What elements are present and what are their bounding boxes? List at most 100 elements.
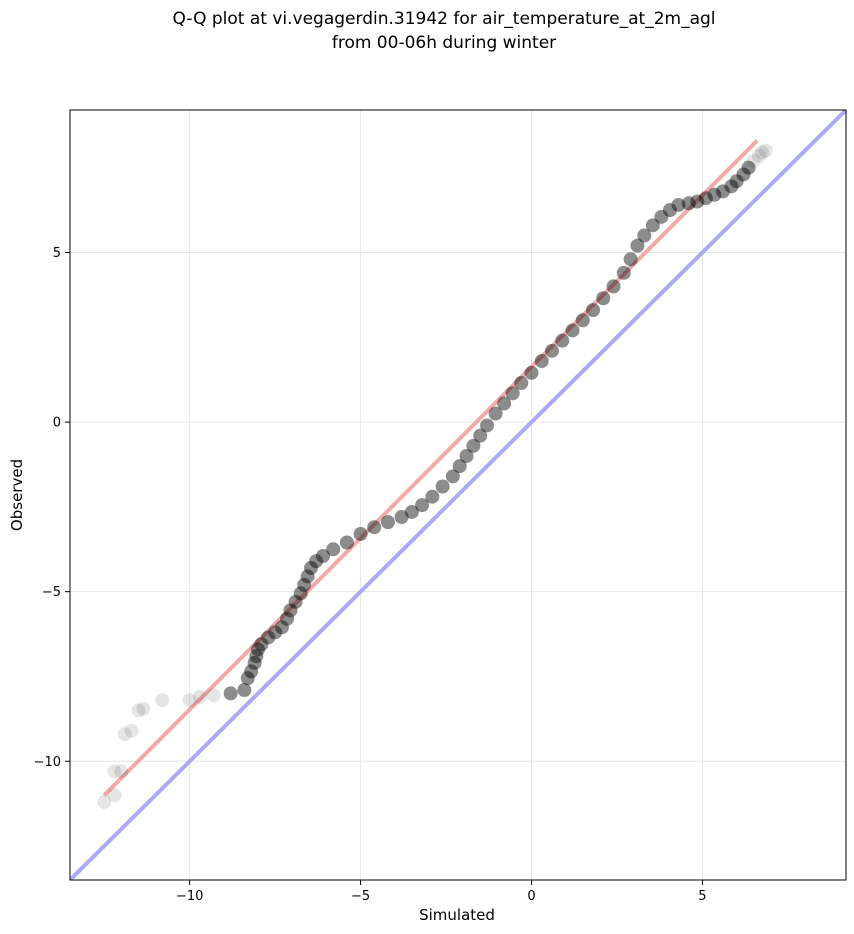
quantile-point: [404, 504, 419, 519]
quantile-point: [724, 179, 739, 194]
quantile-point: [300, 569, 315, 584]
fit-line: [102, 139, 759, 797]
quantile-point: [514, 376, 529, 391]
quantile-point: [261, 630, 276, 645]
quantile-point: [425, 489, 440, 504]
quantile-point: [237, 683, 252, 698]
quantile-point: [488, 406, 503, 421]
quantile-point: [466, 438, 481, 453]
quantile-point: [293, 586, 308, 601]
quantile-point: [367, 520, 382, 535]
quantile-point: [182, 693, 197, 708]
y-tick-label: −5: [42, 585, 61, 600]
y-tick-label: 0: [53, 416, 61, 431]
y-axis-ticks: −10 −5 0 5: [34, 246, 70, 770]
quantile-point: [596, 291, 611, 306]
quantile-point: [505, 386, 520, 401]
quantile-point: [729, 174, 744, 189]
quantile-point: [274, 620, 289, 635]
quantile-point: [136, 701, 151, 716]
quantile-point: [131, 703, 146, 718]
quantile-point: [353, 527, 368, 542]
identity-line: [70, 110, 846, 880]
quantile-point: [240, 671, 255, 686]
quantile-point: [751, 148, 766, 163]
x-axis-ticks: −10 −5 0 5: [176, 880, 707, 904]
quantile-point: [654, 209, 669, 224]
quantile-point: [117, 727, 132, 742]
quantile-point: [690, 194, 705, 209]
quantile-point: [114, 764, 129, 779]
quantile-point: [555, 333, 570, 348]
quantile-point: [445, 469, 460, 484]
quantile-point: [249, 649, 264, 664]
quantile-point: [736, 167, 751, 182]
quantile-point: [304, 560, 319, 575]
x-tick-label: −5: [351, 889, 370, 904]
quantile-point: [435, 479, 450, 494]
quantile-point: [206, 688, 221, 703]
quantile-point: [339, 535, 354, 550]
quantile-point: [645, 218, 660, 233]
chart-title: Q-Q plot at vi.vegagerdin.31942 for air_…: [172, 9, 715, 53]
quantile-point: [97, 794, 112, 809]
quantile-point: [223, 686, 238, 701]
quantile-point: [741, 160, 756, 175]
y-axis-label: Observed: [8, 459, 26, 531]
quantile-point: [315, 549, 330, 564]
series-layer: [70, 110, 846, 880]
x-tick-label: 5: [698, 889, 706, 904]
x-tick-label: −10: [176, 889, 203, 904]
quantile-point: [380, 515, 395, 530]
chart-title-line-2: from 00-06h during winter: [332, 33, 556, 53]
quantile-point: [606, 279, 621, 294]
quantile-point: [107, 788, 122, 803]
quantile-point: [623, 252, 638, 267]
quantile-point: [698, 191, 713, 206]
quantile-point: [637, 228, 652, 243]
quantile-point: [534, 354, 549, 369]
quantile-point: [707, 187, 722, 202]
quantile-point: [715, 184, 730, 199]
quantile-point: [288, 594, 303, 609]
quantile-point: [280, 611, 295, 626]
quantile-point: [662, 203, 677, 218]
quantile-point: [681, 196, 696, 211]
quantile-point: [459, 448, 474, 463]
quantile-point: [671, 197, 686, 212]
quantile-point: [415, 498, 430, 513]
quantile-point: [192, 689, 207, 704]
quantile-point: [758, 143, 773, 158]
quantile-point: [251, 642, 266, 657]
quantile-point: [480, 418, 495, 433]
chart-title-line-1: Q-Q plot at vi.vegagerdin.31942 for air_…: [172, 9, 715, 29]
y-tick-label: −10: [34, 755, 61, 770]
plot-frame: [69, 109, 847, 881]
x-tick-label: 0: [527, 889, 535, 904]
quantile-point: [309, 554, 324, 569]
quantile-point: [155, 693, 170, 708]
x-axis-label: Simulated: [419, 906, 495, 924]
quantile-point: [254, 637, 269, 652]
quantile-point: [283, 603, 298, 618]
quantile-point: [616, 265, 631, 280]
y-tick-label: 5: [53, 246, 61, 261]
grid-lines: [70, 110, 846, 880]
quantile-point: [297, 577, 312, 592]
quantile-point: [586, 303, 601, 318]
quantile-point: [755, 145, 770, 160]
quantile-point: [630, 238, 645, 253]
quantile-points: [97, 143, 773, 809]
quantile-point: [326, 542, 341, 557]
quantile-point: [247, 655, 262, 670]
quantile-point: [107, 764, 122, 779]
quantile-point: [394, 510, 409, 525]
quantile-point: [124, 723, 139, 738]
quantile-point: [473, 428, 488, 443]
quantile-point: [545, 343, 560, 358]
quantile-point: [452, 459, 467, 474]
quantile-point: [565, 323, 580, 338]
quantile-point: [746, 153, 761, 168]
quantile-point: [575, 313, 590, 328]
